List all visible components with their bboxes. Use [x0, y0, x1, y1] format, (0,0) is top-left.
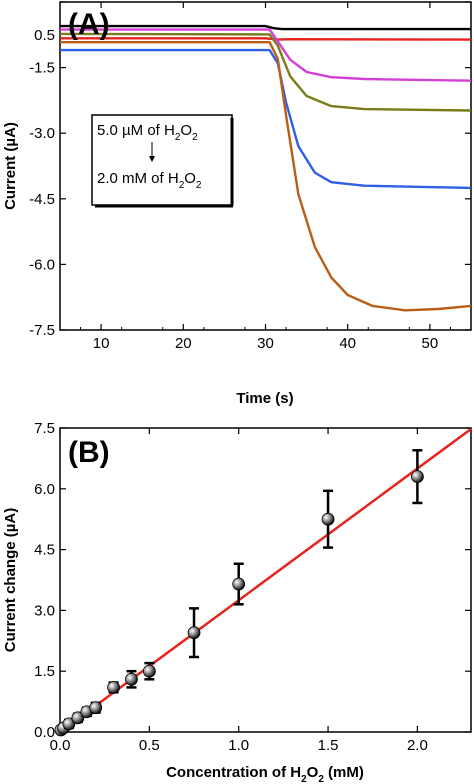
b-data-point-9 [187, 626, 201, 640]
b-ytick-label: 7.5 [34, 420, 55, 437]
b-ytick-label: 0.0 [34, 724, 55, 741]
b-data-point-10 [232, 577, 246, 591]
b-xtick-label: 0.0 [50, 737, 71, 754]
annotation-top-text: 5.0 µM of H2O2 [97, 122, 198, 143]
b-data-point-12 [410, 470, 424, 484]
panel-a-label: (A) [68, 8, 110, 41]
a-ytick-label: -1.5 [29, 60, 55, 77]
panel-b-xlabel: Concentration of H2O2 (mM) [166, 764, 364, 784]
b-xtick-label: 2.0 [407, 737, 428, 754]
a-ytick-label: -7.5 [29, 322, 55, 339]
annotation-bottom-text: 2.0 mM of H2O2 [97, 170, 202, 191]
b-data-point-8 [142, 664, 156, 678]
a-ytick-label: -3.0 [29, 125, 55, 142]
a-series-line-5 [60, 41, 472, 312]
panel-a-ticks: 10 20 30 40 50 -7.5 -6.0 -4.5 -3.0 -1.5 0.5 [29, 1, 471, 352]
b-ytick-label: 1.5 [34, 663, 55, 680]
b-ytick-label: 4.5 [34, 542, 55, 559]
a-xtick-label: 40 [339, 335, 356, 352]
b-data-point-7 [125, 672, 138, 686]
panel-a-xlabel: Time (s) [236, 390, 293, 407]
b-data-point-11 [321, 512, 335, 526]
panel-a-ylabel: Current (µA) [2, 122, 19, 210]
a-ytick-label: -6.0 [29, 256, 55, 273]
b-xtick-label: 1.0 [228, 737, 249, 754]
panel-a-series [59, 24, 472, 312]
annotation-box [91, 114, 233, 206]
a-series-line-4 [60, 48, 472, 190]
b-xtick-label: 0.5 [139, 737, 160, 754]
panel-b-fit [59, 428, 472, 734]
panel-a-annotation: 5.0 µM of H2O2 2.0 mM of H2O2 [91, 114, 234, 208]
b-data-point-6 [107, 681, 121, 694]
b-ytick-label: 6.0 [34, 481, 55, 498]
b-ytick-label: 3.0 [34, 602, 55, 619]
b-data-point-5 [89, 701, 103, 715]
b-data-point-2 [62, 717, 76, 731]
panel-b-label: (B) [68, 436, 110, 469]
b-xtick-label: 1.5 [318, 737, 339, 754]
a-ytick-label: 0.5 [34, 27, 55, 44]
a-series-line-3 [59, 32, 472, 112]
panel-b-ticks: 0.0 0.5 1.0 1.5 2.0 0.0 1.5 3.0 4.5 6.0 7.5 [34, 420, 471, 754]
a-xtick-label: 10 [93, 335, 110, 352]
b-fit-line [59, 428, 472, 734]
a-series-line-1 [60, 37, 472, 41]
b-data-point-3 [71, 711, 85, 725]
annotation-arrow-head [149, 156, 155, 162]
panel-b-chart: 0.0 0.5 1.0 1.5 2.0 0.0 1.5 3.0 4.5 6.0 7.5 (B) Co… [2, 420, 472, 784]
a-series-line-0 [60, 24, 471, 31]
a-ytick-label: -4.5 [29, 191, 55, 208]
panel-a-chart: 10 20 30 40 50 -7.5 -6.0 -4.5 -3.0 -1.5 0.5 (A) Ti… [2, 1, 472, 407]
a-xtick-label: 50 [422, 335, 439, 352]
panel-b-frame [59, 427, 472, 733]
panel-b-ylabel: Current change (µA) [2, 508, 19, 653]
a-xtick-label: 20 [175, 335, 192, 352]
a-series-line-2 [60, 28, 472, 82]
a-xtick-label: 30 [257, 335, 274, 352]
panel-b-points [54, 449, 424, 737]
